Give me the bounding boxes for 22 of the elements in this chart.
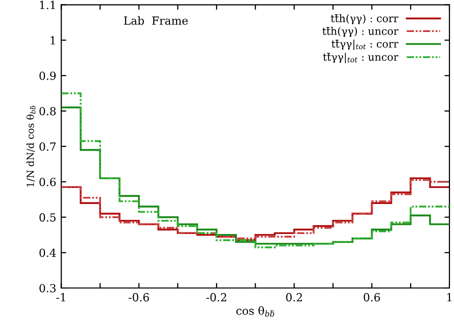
- x-tick-label: -1: [56, 293, 66, 302]
- x-tick-label: 1: [447, 293, 452, 302]
- x-tick-label: -0.6: [128, 293, 149, 302]
- y-axis-title: 1/N dN/d cos θ$_{bb̄}$: [26, 106, 36, 187]
- x-tick-label: 0.2: [286, 293, 302, 302]
- y-tick-label: 0.6: [39, 178, 56, 186]
- y-tick-label: 1.1: [40, 0, 55, 10]
- annotation: Lab Frame: [124, 16, 188, 25]
- legend-label: tt̄γγ|$_{tot}$ : corr: [332, 40, 398, 50]
- legend-label: tt̄h(γγ) : corr: [330, 14, 398, 24]
- y-tick-label: 1: [50, 36, 55, 44]
- x-axis-title: cos θ$_{bb̄}$: [236, 306, 274, 317]
- x-tick-label: -0.2: [206, 293, 226, 302]
- legend-label: tt̄γγ|$_{tot}$ : uncor: [323, 52, 398, 64]
- y-tick-label: 0.4: [39, 248, 56, 257]
- y-tick-label: 0.9: [39, 72, 56, 80]
- x-tick-label: 0.6: [364, 293, 380, 302]
- y-tick-label: 0.5: [39, 213, 56, 222]
- y-tick-label: 0.3: [39, 284, 56, 292]
- y-tick-label: 0.8: [39, 106, 56, 116]
- legend-label: tt̄h(γγ) : uncor: [322, 26, 398, 37]
- y-tick-label: 0.7: [39, 142, 56, 151]
